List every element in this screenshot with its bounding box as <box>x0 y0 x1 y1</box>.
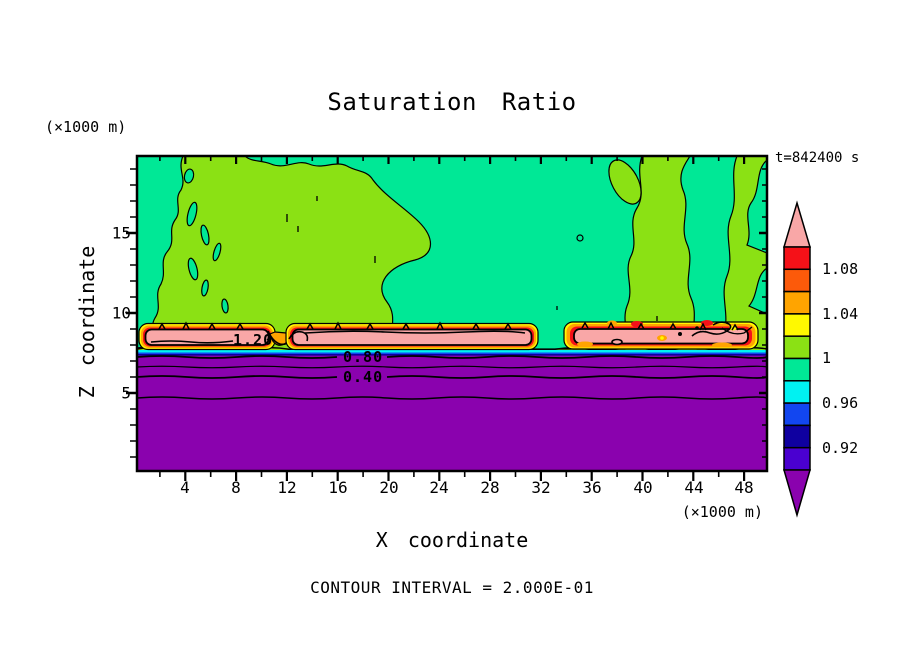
teal-speck <box>200 224 210 246</box>
x-tick-label: 20 <box>379 478 399 497</box>
teal-speck <box>187 257 199 281</box>
y-axis-units: (×1000 m) <box>45 118 127 136</box>
chartreuse-teardrop <box>608 159 642 205</box>
contour-line-0.80 <box>136 355 338 359</box>
colorbar-over-arrow <box>782 200 812 248</box>
cyan-stripe <box>137 350 767 353</box>
axis-ticks <box>126 156 767 481</box>
subsaturated-layer <box>137 352 767 471</box>
x-tick-label: 12 <box>277 478 297 497</box>
contour-label-0.40: 0.40 <box>343 368 384 386</box>
teal-right-edge-blob <box>748 266 768 315</box>
x-tick-label: 40 <box>633 478 653 497</box>
contour-plot-canvas <box>126 154 769 481</box>
colorbar-segment <box>783 268 811 293</box>
teal-center-region <box>243 155 643 350</box>
teal-right-edge-blob <box>746 158 768 254</box>
colorbar-segment <box>783 380 811 404</box>
contour-line-0.80 <box>386 355 768 359</box>
contour-line-0.40 <box>386 375 768 379</box>
contour-line-0.60 <box>136 365 768 369</box>
contour-interval-note: CONTOUR INTERVAL = 2.000E-01 <box>310 578 594 597</box>
colorbar-segment <box>783 335 811 360</box>
colorbar-segment <box>783 402 811 427</box>
teal-speck <box>576 234 584 242</box>
x-tick-label: 44 <box>684 478 704 497</box>
colorbar-segment <box>783 313 811 337</box>
teal-speck <box>212 242 222 262</box>
x-tick-label: 32 <box>531 478 551 497</box>
y-axis-label: Z coordinate <box>75 245 99 399</box>
x-tick-label: 48 <box>734 478 754 497</box>
plot-frame <box>135 154 769 473</box>
contour-line-0.40 <box>136 375 338 379</box>
colorbar-segment <box>783 424 811 449</box>
y-tick-label: 15 <box>111 223 131 243</box>
colorbar-segment <box>783 446 811 471</box>
colorbar-label: 1 <box>822 349 832 367</box>
blue-stripe <box>137 352 767 354</box>
colorbar-segment <box>783 246 811 271</box>
contour-label-0.80: 0.80 <box>343 348 384 366</box>
x-tick-label: 36 <box>582 478 602 497</box>
colorbar-label: 1.04 <box>822 305 859 323</box>
colorbar-segment <box>783 290 811 315</box>
teal-speck <box>183 168 195 184</box>
x-tick-label: 28 <box>480 478 500 497</box>
colorbar <box>782 200 812 518</box>
cloud-band-mid <box>285 321 539 351</box>
x-tick-label: 8 <box>231 478 241 497</box>
colorbar-segment <box>783 357 811 382</box>
y-tick-label: 10 <box>111 303 131 323</box>
x-tick-label: 4 <box>180 478 190 497</box>
time-annotation: t=842400 s <box>775 150 860 166</box>
teal-speck <box>186 201 198 227</box>
x-axis-units: (×1000 m) <box>681 503 763 521</box>
teal-speck <box>221 298 229 314</box>
contour-line-0.20 <box>136 396 768 400</box>
cloud-band-right <box>563 320 759 350</box>
colorbar-label: 1.08 <box>822 260 859 278</box>
teal-left-strip <box>136 155 184 349</box>
cloud-band-left <box>138 321 276 351</box>
chart-title: Saturation Ratio <box>327 88 577 116</box>
colorbar-label: 0.96 <box>822 394 859 412</box>
x-tick-label: 24 <box>429 478 449 497</box>
contour-specks <box>286 196 658 321</box>
teal-speck <box>201 279 209 297</box>
contour-label-1.20: 1.20 <box>233 331 274 349</box>
colorbar-label: 0.92 <box>822 439 859 457</box>
colorbar-under-arrow <box>783 469 811 518</box>
navy-stripe <box>137 354 767 356</box>
x-tick-label: 16 <box>328 478 348 497</box>
x-axis-label: X coordinate <box>375 528 529 552</box>
